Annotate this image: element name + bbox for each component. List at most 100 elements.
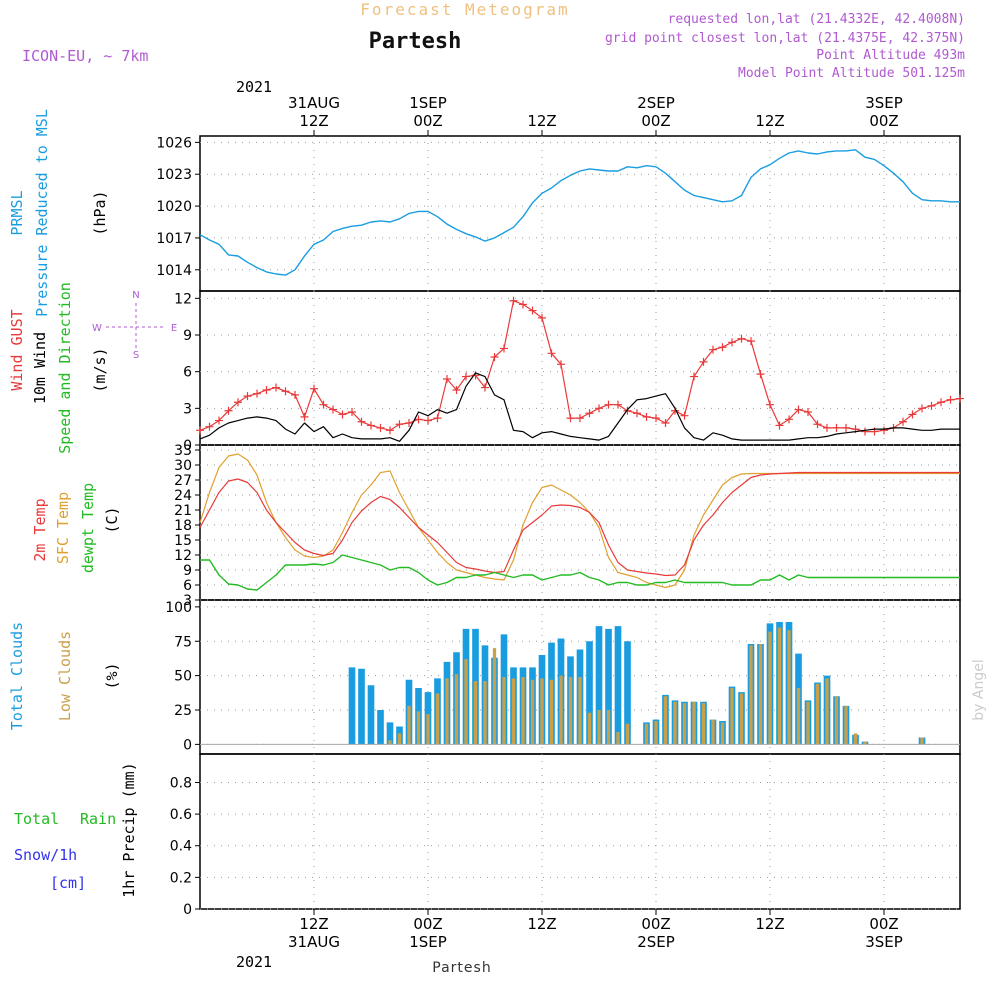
low-cloud-bar bbox=[521, 677, 525, 745]
gust-point bbox=[633, 409, 641, 418]
wind-gust-label: Wind GUST bbox=[8, 309, 26, 390]
total-clouds-label: Total Clouds bbox=[8, 622, 26, 730]
gust-point bbox=[414, 415, 423, 424]
bottom-time-label: 12Z bbox=[527, 915, 556, 933]
low-cloud-bar bbox=[787, 630, 791, 745]
low-cloud-bar bbox=[834, 696, 839, 745]
y-tick-label: 75 bbox=[174, 634, 192, 650]
total-cloud-bar bbox=[386, 722, 394, 745]
gust-point bbox=[376, 423, 385, 432]
y-tick-label: 3 bbox=[183, 401, 192, 417]
gust-point bbox=[756, 370, 765, 379]
y-tick-label: 0 bbox=[183, 438, 192, 454]
y-tick-label: 1026 bbox=[156, 135, 192, 151]
gust-point bbox=[367, 421, 375, 430]
bottom-time-label: 31AUG bbox=[288, 933, 340, 951]
low-cloud-bar bbox=[549, 679, 554, 745]
gust-point bbox=[880, 426, 888, 435]
gust-point bbox=[832, 423, 841, 432]
wind-chart bbox=[196, 296, 964, 442]
gust-point bbox=[737, 334, 746, 343]
gust-point bbox=[728, 338, 736, 347]
gust-point bbox=[395, 420, 404, 429]
gust-point bbox=[661, 419, 670, 427]
y-tick-label: 25 bbox=[174, 703, 192, 719]
top-time-label: 3SEP bbox=[865, 94, 903, 112]
low-cloud-bar bbox=[530, 679, 535, 745]
clouds-unit-label: (%) bbox=[103, 662, 121, 689]
low-clouds-label: Low Clouds bbox=[56, 631, 74, 721]
gust-point bbox=[338, 410, 347, 419]
pressure-unit-label: (hPa) bbox=[91, 190, 109, 235]
snow-label: Snow/1h bbox=[14, 846, 77, 864]
low-cloud-bar bbox=[454, 674, 459, 745]
gust-point bbox=[680, 411, 689, 420]
y-tick-label: 21 bbox=[174, 503, 192, 519]
low-cloud-bar bbox=[701, 703, 706, 745]
gust-point bbox=[804, 408, 812, 416]
temp-unit-label: (C) bbox=[103, 506, 121, 533]
gust-point bbox=[642, 412, 651, 421]
top-time-label: 2SEP bbox=[637, 94, 675, 112]
precip-panel-frame bbox=[199, 753, 961, 910]
low-cloud-bar bbox=[853, 733, 858, 745]
gust-point bbox=[462, 372, 470, 381]
gust-point bbox=[604, 400, 613, 409]
compass-south-label: S bbox=[133, 350, 139, 361]
footer-location: Partesh bbox=[432, 960, 491, 976]
top-time-label: 00Z bbox=[641, 112, 670, 130]
y-tick-label: 50 bbox=[174, 669, 192, 685]
low-cloud-bar bbox=[863, 741, 867, 745]
low-cloud-bar bbox=[435, 693, 440, 745]
gust-point bbox=[823, 423, 831, 432]
bottom-time-label: 12Z bbox=[755, 915, 784, 933]
y-tick-label: 1023 bbox=[156, 167, 192, 183]
gust-point bbox=[433, 414, 442, 423]
y-tick-label: 24 bbox=[174, 488, 192, 504]
gust-point bbox=[405, 419, 413, 427]
wind-direction-label: Speed and Direction bbox=[56, 282, 74, 454]
y-tick-label: 0.2 bbox=[170, 870, 192, 886]
compass-east-label: E bbox=[171, 323, 177, 334]
low-cloud-bar bbox=[768, 631, 772, 745]
temp-sfc-label: SFC Temp bbox=[54, 492, 72, 564]
y-tick-label: 18 bbox=[174, 518, 192, 534]
pressure-label-2: Pressure Reduced to MSL bbox=[33, 109, 51, 317]
y-tick-label: 6 bbox=[183, 365, 192, 381]
low-cloud-bar bbox=[502, 677, 506, 745]
gust-point bbox=[585, 409, 594, 418]
gust-point bbox=[234, 398, 242, 407]
low-cloud-bar bbox=[407, 705, 411, 745]
gust-point bbox=[595, 404, 603, 413]
rain-label: Rain bbox=[80, 810, 116, 828]
y-tick-label: 27 bbox=[174, 473, 192, 489]
gust-point bbox=[291, 390, 299, 399]
signature: by Angel bbox=[971, 659, 987, 720]
gust-point bbox=[709, 345, 717, 354]
total-label: Total bbox=[14, 810, 59, 828]
y-tick-labels: 1014101710201023102603691236912151821242… bbox=[156, 135, 200, 918]
low-cloud-bar bbox=[616, 732, 620, 745]
pressure-chart bbox=[199, 149, 960, 276]
y-tick-label: 100 bbox=[165, 600, 192, 616]
wind-unit-label: (m/s) bbox=[91, 347, 109, 392]
gust-point bbox=[861, 427, 869, 436]
gust-point bbox=[357, 417, 366, 426]
gust-point bbox=[652, 414, 660, 423]
low-cloud-bar bbox=[578, 677, 582, 745]
gust-point bbox=[348, 408, 356, 416]
low-cloud-bar bbox=[426, 714, 430, 745]
y-tick-label: 12 bbox=[174, 548, 192, 564]
grid-point-coords: grid point closest lon,lat (21.4375E, 42… bbox=[605, 31, 965, 46]
y-tick-label: 0.8 bbox=[170, 775, 192, 791]
brand-title: Forecast Meteogram bbox=[360, 0, 569, 19]
gust-point bbox=[747, 337, 755, 346]
low-cloud-bar bbox=[673, 701, 677, 745]
gust-point bbox=[452, 386, 461, 394]
gust-point bbox=[927, 401, 936, 410]
gust-point bbox=[785, 415, 793, 424]
gust-point bbox=[557, 360, 565, 369]
model-altitude: Model Point Altitude 501.125m bbox=[738, 66, 965, 81]
gust-point bbox=[576, 414, 584, 423]
low-cloud-bar bbox=[739, 693, 744, 745]
